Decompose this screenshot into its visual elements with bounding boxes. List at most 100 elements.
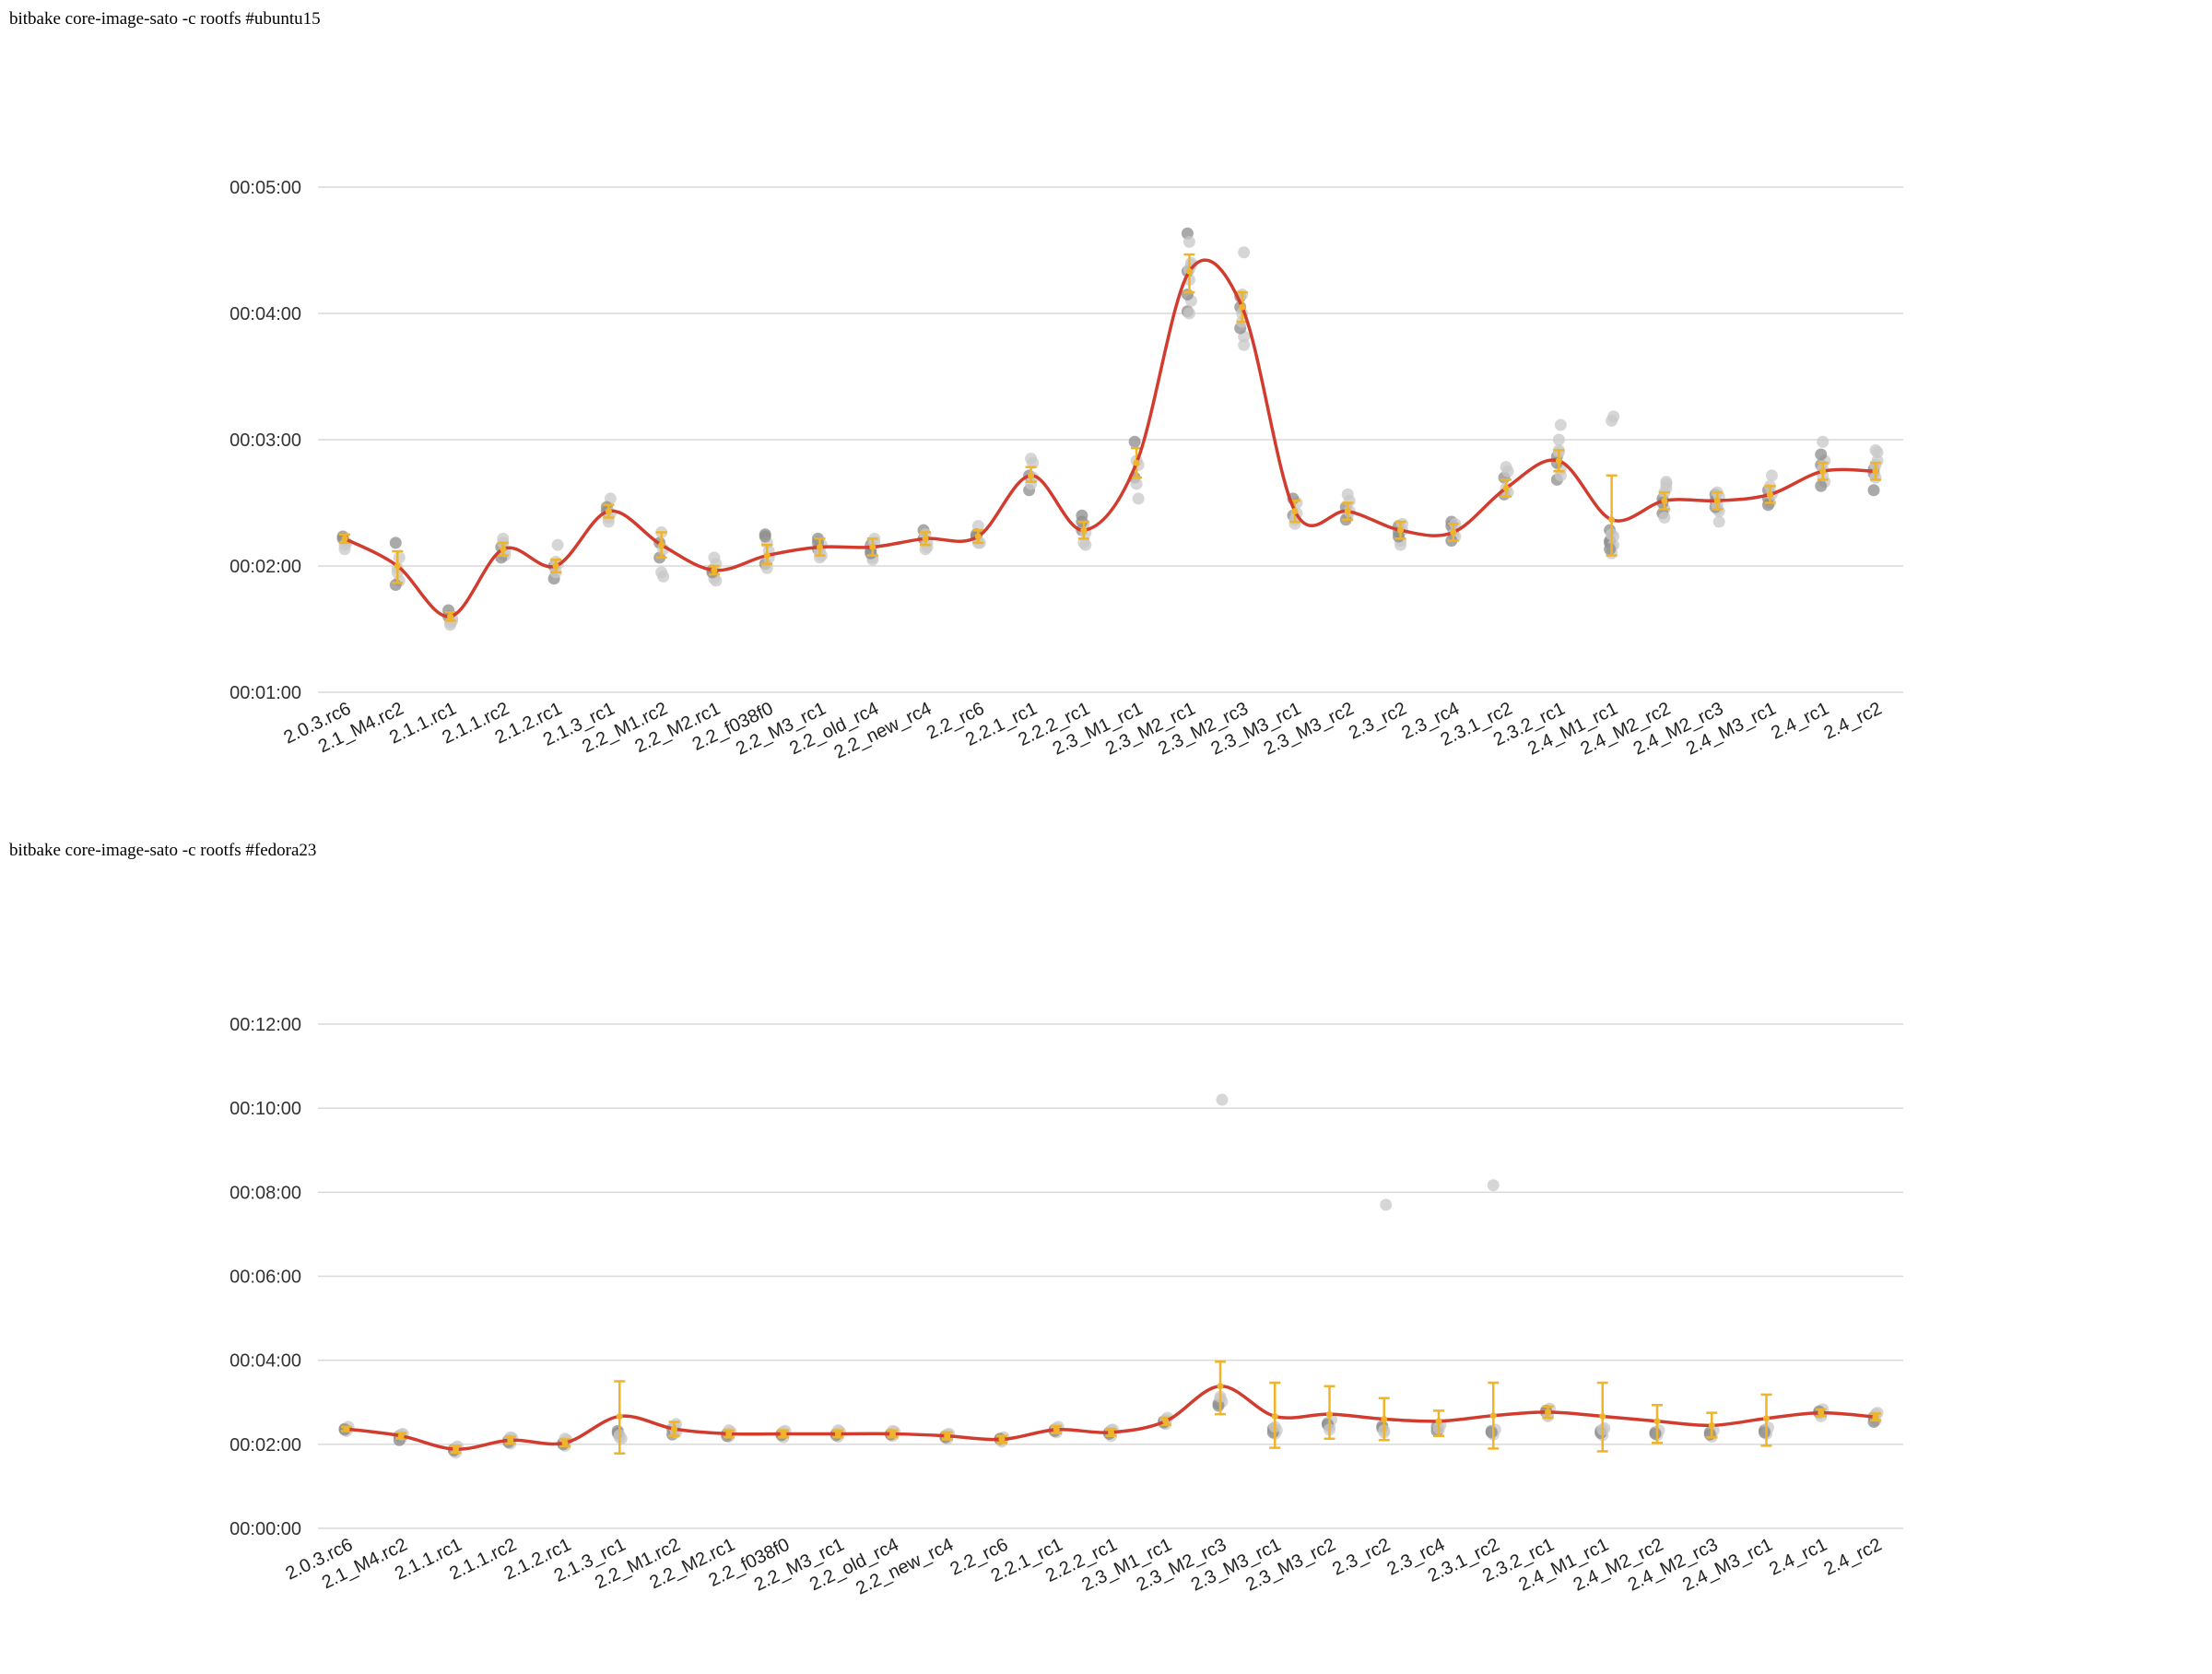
sample-point bbox=[1238, 338, 1251, 351]
mean-marker bbox=[1239, 303, 1246, 311]
mean-marker bbox=[1713, 497, 1721, 504]
mean-marker bbox=[1271, 1412, 1278, 1420]
mean-marker bbox=[616, 1412, 623, 1420]
mean-marker bbox=[1381, 1415, 1388, 1422]
y-tick-label: 00:12:00 bbox=[229, 1015, 301, 1035]
mean-marker bbox=[1185, 267, 1193, 275]
sample-point bbox=[1182, 235, 1195, 248]
mean-marker bbox=[974, 533, 982, 540]
y-tick-label: 00:01:00 bbox=[229, 683, 301, 703]
sample-point bbox=[1132, 492, 1145, 505]
mean-marker bbox=[834, 1430, 841, 1437]
y-tick-label: 00:00:00 bbox=[229, 1519, 301, 1539]
mean-marker bbox=[1763, 1415, 1770, 1422]
sample-point bbox=[1027, 456, 1040, 469]
y-tick-label: 00:02:00 bbox=[229, 557, 301, 577]
mean-marker bbox=[944, 1432, 951, 1440]
sample-point bbox=[1871, 446, 1884, 459]
sample-point bbox=[389, 536, 402, 549]
mean-marker bbox=[605, 508, 612, 515]
sample-point bbox=[551, 538, 564, 551]
sample-point bbox=[1867, 484, 1880, 497]
sample-point bbox=[657, 570, 670, 583]
chart-title-fedora23: bitbake core-image-sato -c rootfs #fedor… bbox=[9, 841, 317, 860]
mean-marker bbox=[1653, 1418, 1661, 1425]
sample-point bbox=[1341, 488, 1354, 501]
mean-marker bbox=[1818, 1409, 1825, 1417]
mean-marker bbox=[1397, 526, 1405, 534]
sample-point bbox=[1817, 435, 1830, 448]
mean-marker bbox=[1599, 1412, 1606, 1420]
mean-marker bbox=[1108, 1429, 1114, 1436]
mean-marker bbox=[1608, 516, 1616, 524]
mean-marker bbox=[763, 552, 771, 560]
y-tick-label: 00:03:00 bbox=[229, 430, 301, 451]
mean-marker bbox=[1133, 459, 1140, 466]
x-tick-label-2-4-rc2: 2.4_rc2 bbox=[1821, 1535, 1886, 1580]
mean-marker bbox=[1162, 1418, 1170, 1425]
sample-point bbox=[1759, 1426, 1771, 1439]
mean-marker bbox=[1502, 485, 1510, 492]
x-tick-label-2-3-rc2: 2.3_rc2 bbox=[1329, 1535, 1394, 1580]
mean-marker bbox=[552, 562, 559, 570]
sample-point bbox=[1660, 476, 1673, 489]
mean-marker bbox=[1435, 1418, 1442, 1425]
y-tick-label: 00:02:00 bbox=[229, 1435, 301, 1456]
mean-marker bbox=[1344, 508, 1351, 515]
sample-point bbox=[1500, 461, 1512, 474]
mean-marker bbox=[1291, 508, 1299, 515]
mean-marker bbox=[500, 546, 507, 553]
mean-marker bbox=[1819, 467, 1827, 475]
sample-point bbox=[1554, 418, 1567, 431]
sample-point bbox=[1181, 288, 1194, 301]
sample-point bbox=[1703, 1428, 1716, 1441]
mean-marker bbox=[1326, 1410, 1333, 1418]
mean-marker bbox=[453, 1445, 459, 1453]
mean-marker bbox=[1872, 1413, 1879, 1421]
mean-marker bbox=[998, 1436, 1006, 1444]
sample-point bbox=[1761, 499, 1774, 512]
sample-point bbox=[1658, 511, 1671, 524]
mean-marker bbox=[1080, 526, 1088, 534]
sample-point bbox=[1079, 538, 1092, 551]
sample-point bbox=[393, 551, 406, 564]
mean-marker bbox=[922, 535, 929, 542]
mean-marker bbox=[671, 1425, 677, 1432]
x-tick-label-2-3-rc2: 2.3_rc2 bbox=[1346, 699, 1410, 744]
mean-marker bbox=[1489, 1412, 1497, 1420]
sample-point bbox=[1552, 433, 1565, 446]
mean-marker bbox=[1545, 1409, 1551, 1416]
mean-marker bbox=[658, 541, 665, 548]
rootfs-ubuntu15-chart: 00:01:00 00:02:00 00:03:00 00:04:00 00:05:00… bbox=[229, 178, 1903, 763]
mean-marker bbox=[1872, 467, 1879, 475]
y-tick-label: 00:08:00 bbox=[229, 1183, 301, 1203]
sample-point bbox=[1380, 1198, 1393, 1211]
mean-marker bbox=[1766, 490, 1773, 498]
sample-point bbox=[1554, 469, 1567, 482]
mean-marker bbox=[711, 567, 718, 574]
sample-point bbox=[1487, 1179, 1500, 1192]
sample-point bbox=[389, 579, 402, 592]
sample-point bbox=[1815, 448, 1828, 461]
sample-point bbox=[1128, 435, 1141, 448]
mean-marker bbox=[1555, 457, 1562, 465]
mean-marker bbox=[394, 562, 401, 570]
y-tick-label: 00:04:00 bbox=[229, 1351, 301, 1372]
sample-point bbox=[1130, 477, 1143, 490]
mean-marker bbox=[341, 535, 348, 542]
sample-point bbox=[1604, 543, 1617, 556]
sample-point bbox=[1815, 479, 1828, 492]
x-tick-label-2-4-rc2: 2.4_rc2 bbox=[1821, 699, 1886, 744]
mean-marker bbox=[343, 1425, 350, 1432]
mean-marker bbox=[1661, 497, 1668, 504]
y-tick-label: 00:06:00 bbox=[229, 1267, 301, 1288]
sample-point bbox=[759, 530, 771, 543]
sample-point bbox=[1649, 1427, 1662, 1440]
mean-marker bbox=[1708, 1421, 1715, 1429]
mean-marker bbox=[780, 1430, 787, 1437]
mean-marker bbox=[1217, 1383, 1224, 1390]
sample-point bbox=[760, 561, 773, 574]
sample-point bbox=[1485, 1426, 1498, 1439]
chart-title-ubuntu15: bitbake core-image-sato -c rootfs #ubunt… bbox=[9, 9, 321, 29]
mean-marker bbox=[869, 543, 877, 550]
